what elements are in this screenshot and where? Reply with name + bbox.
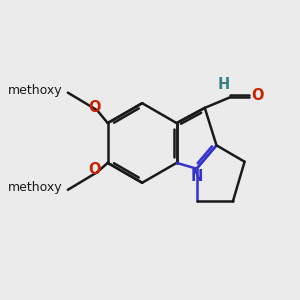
Text: methoxy: methoxy	[8, 181, 62, 194]
Text: O: O	[251, 88, 264, 103]
Text: H: H	[218, 77, 230, 92]
Text: methoxy: methoxy	[8, 84, 62, 97]
Text: O: O	[88, 100, 101, 116]
Text: N: N	[190, 169, 203, 184]
Text: O: O	[88, 162, 101, 177]
